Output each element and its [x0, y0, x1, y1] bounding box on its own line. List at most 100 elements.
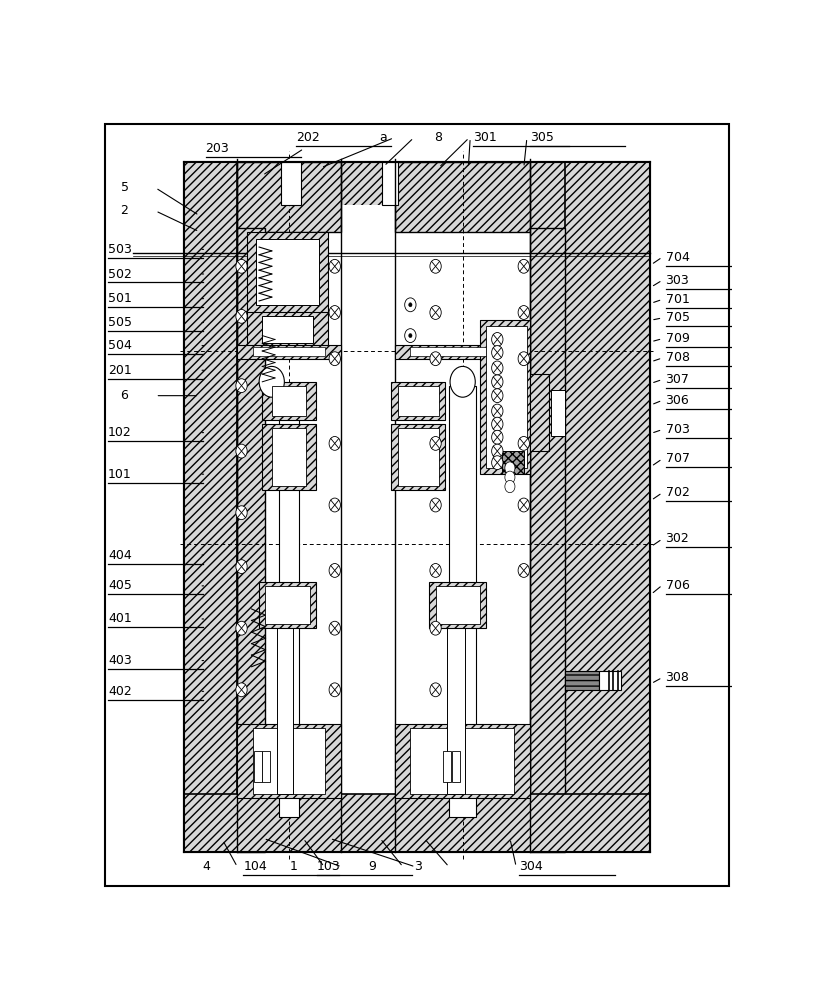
Bar	[392, 424, 445, 490]
Circle shape	[518, 306, 529, 319]
Text: 102: 102	[108, 426, 132, 439]
Circle shape	[430, 498, 441, 512]
Bar	[237, 347, 341, 817]
Text: 304: 304	[520, 860, 543, 873]
Text: 303: 303	[666, 274, 689, 287]
Text: 404: 404	[108, 549, 132, 562]
Bar	[530, 228, 565, 852]
Text: 201: 201	[108, 364, 132, 377]
Circle shape	[329, 436, 341, 450]
Bar	[565, 162, 650, 852]
Circle shape	[405, 298, 416, 312]
Circle shape	[518, 564, 529, 577]
Bar	[392, 382, 445, 420]
Text: 308: 308	[666, 671, 689, 684]
Circle shape	[430, 352, 441, 366]
Bar	[253, 728, 325, 794]
Text: 705: 705	[666, 311, 689, 324]
Bar	[246, 312, 328, 347]
Bar	[530, 374, 549, 451]
Bar	[551, 390, 565, 436]
Bar	[394, 724, 530, 798]
Circle shape	[492, 361, 503, 375]
Text: 504: 504	[108, 339, 132, 352]
Circle shape	[329, 564, 341, 577]
Bar	[237, 345, 341, 359]
Bar	[263, 751, 270, 782]
Text: 103: 103	[317, 860, 341, 873]
Bar	[184, 162, 650, 852]
Circle shape	[329, 498, 341, 512]
Bar	[237, 162, 341, 232]
Circle shape	[518, 259, 529, 273]
Bar	[272, 386, 307, 416]
Text: 708: 708	[666, 351, 689, 364]
Bar	[184, 794, 650, 852]
Text: 302: 302	[666, 532, 689, 545]
Circle shape	[430, 564, 441, 577]
Bar	[276, 624, 293, 794]
Circle shape	[329, 621, 341, 635]
Circle shape	[329, 683, 341, 697]
Bar	[411, 728, 515, 794]
Circle shape	[518, 498, 529, 512]
Bar	[452, 751, 459, 782]
Bar	[263, 382, 315, 420]
Text: 6: 6	[120, 389, 128, 402]
Bar	[184, 162, 237, 852]
Text: 701: 701	[666, 293, 689, 306]
Bar	[259, 582, 315, 628]
Circle shape	[329, 259, 341, 273]
Bar	[394, 205, 530, 817]
Text: 1: 1	[289, 860, 298, 873]
Text: 8: 8	[434, 131, 442, 144]
Bar	[246, 232, 328, 312]
Circle shape	[329, 306, 341, 319]
Bar	[502, 451, 524, 474]
Circle shape	[329, 352, 341, 366]
Circle shape	[450, 366, 476, 397]
Text: 3: 3	[414, 860, 422, 873]
Circle shape	[518, 436, 529, 450]
Circle shape	[492, 346, 503, 359]
Text: 104: 104	[243, 860, 267, 873]
Circle shape	[492, 389, 503, 403]
Bar	[394, 162, 530, 232]
Bar	[280, 386, 299, 817]
Bar	[398, 428, 439, 486]
Text: 505: 505	[108, 316, 132, 329]
Text: 501: 501	[108, 292, 132, 305]
Circle shape	[492, 430, 503, 444]
Text: 703: 703	[666, 423, 689, 436]
Text: 306: 306	[666, 394, 689, 407]
Circle shape	[430, 259, 441, 273]
Bar	[450, 386, 476, 817]
Bar	[263, 424, 315, 490]
Text: a: a	[379, 131, 387, 144]
Bar	[237, 228, 265, 852]
Circle shape	[409, 303, 412, 307]
Circle shape	[259, 366, 285, 397]
Text: 702: 702	[666, 486, 689, 499]
Bar	[447, 624, 464, 794]
Text: 4: 4	[202, 860, 211, 873]
Bar	[480, 320, 530, 474]
Bar	[256, 239, 319, 305]
Bar	[411, 347, 515, 356]
Bar	[398, 386, 439, 416]
Text: 707: 707	[666, 452, 689, 465]
Bar	[237, 212, 341, 351]
Text: 101: 101	[108, 468, 132, 481]
Circle shape	[505, 480, 515, 493]
Text: 503: 503	[108, 243, 132, 256]
Bar	[237, 724, 341, 798]
Circle shape	[492, 375, 503, 389]
Text: 403: 403	[108, 654, 132, 667]
Bar	[443, 751, 450, 782]
Circle shape	[236, 621, 247, 635]
Circle shape	[492, 444, 503, 458]
Bar	[394, 345, 530, 359]
Circle shape	[236, 560, 247, 574]
Circle shape	[236, 444, 247, 458]
Text: 401: 401	[108, 612, 132, 625]
